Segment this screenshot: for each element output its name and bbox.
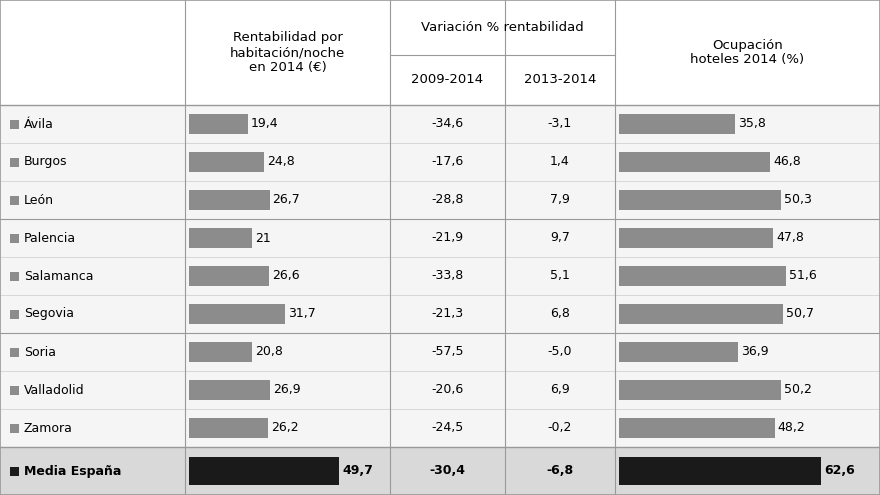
Text: 35,8: 35,8 bbox=[737, 117, 766, 131]
Text: Rentabilidad por
habitación/noche
en 2014 (€): Rentabilidad por habitación/noche en 201… bbox=[230, 31, 345, 74]
Text: Valladolid: Valladolid bbox=[24, 384, 84, 396]
Text: 20,8: 20,8 bbox=[255, 346, 282, 358]
Bar bbox=[619, 190, 781, 210]
Bar bbox=[0, 105, 880, 447]
Bar bbox=[619, 342, 738, 362]
Text: 19,4: 19,4 bbox=[251, 117, 278, 131]
Text: 36,9: 36,9 bbox=[741, 346, 769, 358]
Text: 26,6: 26,6 bbox=[272, 269, 300, 283]
Text: 26,2: 26,2 bbox=[271, 422, 298, 435]
Text: Burgos: Burgos bbox=[24, 155, 68, 168]
Text: 48,2: 48,2 bbox=[778, 422, 805, 435]
Bar bbox=[619, 265, 786, 287]
Bar bbox=[189, 418, 268, 439]
Text: Segovia: Segovia bbox=[24, 307, 74, 320]
Text: -17,6: -17,6 bbox=[431, 155, 464, 168]
Text: 6,8: 6,8 bbox=[550, 307, 570, 320]
Text: 50,7: 50,7 bbox=[786, 307, 814, 320]
Bar bbox=[0, 0, 880, 105]
Bar bbox=[10, 424, 19, 433]
Text: -5,0: -5,0 bbox=[547, 346, 572, 358]
Bar bbox=[189, 456, 339, 486]
Text: 26,9: 26,9 bbox=[273, 384, 301, 396]
Text: 1,4: 1,4 bbox=[550, 155, 570, 168]
Text: -6,8: -6,8 bbox=[546, 464, 574, 478]
Text: Ávila: Ávila bbox=[24, 117, 54, 131]
Bar bbox=[10, 347, 19, 356]
Text: Variación % rentabilidad: Variación % rentabilidad bbox=[422, 21, 583, 34]
Bar bbox=[189, 265, 269, 287]
Text: Ocupación
hoteles 2014 (%): Ocupación hoteles 2014 (%) bbox=[691, 39, 804, 66]
Text: 21: 21 bbox=[255, 232, 271, 245]
Bar bbox=[619, 228, 774, 248]
Bar bbox=[10, 234, 19, 243]
Bar bbox=[189, 380, 270, 400]
Bar bbox=[189, 190, 269, 210]
Text: 9,7: 9,7 bbox=[550, 232, 570, 245]
Bar bbox=[189, 303, 284, 324]
Text: 62,6: 62,6 bbox=[824, 464, 854, 478]
Text: 49,7: 49,7 bbox=[342, 464, 373, 478]
Text: 6,9: 6,9 bbox=[550, 384, 570, 396]
Text: -20,6: -20,6 bbox=[431, 384, 464, 396]
Text: 31,7: 31,7 bbox=[288, 307, 315, 320]
Text: 46,8: 46,8 bbox=[774, 155, 801, 168]
Bar bbox=[619, 303, 782, 324]
Text: -24,5: -24,5 bbox=[431, 422, 464, 435]
Text: 50,2: 50,2 bbox=[784, 384, 812, 396]
Text: -21,9: -21,9 bbox=[431, 232, 464, 245]
Text: -30,4: -30,4 bbox=[429, 464, 466, 478]
Text: -3,1: -3,1 bbox=[548, 117, 572, 131]
Text: Soria: Soria bbox=[24, 346, 56, 358]
Text: -28,8: -28,8 bbox=[431, 194, 464, 206]
Bar bbox=[189, 113, 247, 135]
Text: 5,1: 5,1 bbox=[550, 269, 570, 283]
Text: 2009-2014: 2009-2014 bbox=[412, 73, 484, 86]
Text: 26,7: 26,7 bbox=[273, 194, 300, 206]
Text: Zamora: Zamora bbox=[24, 422, 73, 435]
Bar bbox=[10, 466, 19, 476]
Bar bbox=[10, 271, 19, 281]
Bar bbox=[10, 386, 19, 395]
Bar bbox=[619, 418, 774, 439]
Text: 47,8: 47,8 bbox=[776, 232, 804, 245]
Text: -21,3: -21,3 bbox=[431, 307, 464, 320]
Text: Media España: Media España bbox=[24, 464, 121, 478]
Bar bbox=[10, 309, 19, 318]
Bar bbox=[619, 151, 770, 172]
Bar bbox=[189, 151, 264, 172]
Bar bbox=[619, 456, 821, 486]
Text: León: León bbox=[24, 194, 54, 206]
Bar bbox=[10, 119, 19, 129]
Text: -34,6: -34,6 bbox=[431, 117, 464, 131]
Text: -33,8: -33,8 bbox=[431, 269, 464, 283]
Text: Palencia: Palencia bbox=[24, 232, 77, 245]
Text: 24,8: 24,8 bbox=[267, 155, 295, 168]
Text: -0,2: -0,2 bbox=[548, 422, 572, 435]
Text: Salamanca: Salamanca bbox=[24, 269, 93, 283]
Text: 51,6: 51,6 bbox=[788, 269, 817, 283]
Bar bbox=[619, 380, 781, 400]
Bar bbox=[189, 342, 252, 362]
Text: -57,5: -57,5 bbox=[431, 346, 464, 358]
Bar bbox=[10, 157, 19, 166]
Bar bbox=[10, 196, 19, 204]
Bar bbox=[619, 113, 735, 135]
Bar bbox=[189, 228, 253, 248]
Text: 7,9: 7,9 bbox=[550, 194, 570, 206]
Text: 2013-2014: 2013-2014 bbox=[524, 73, 596, 86]
Bar bbox=[0, 447, 880, 495]
Text: 50,3: 50,3 bbox=[784, 194, 812, 206]
